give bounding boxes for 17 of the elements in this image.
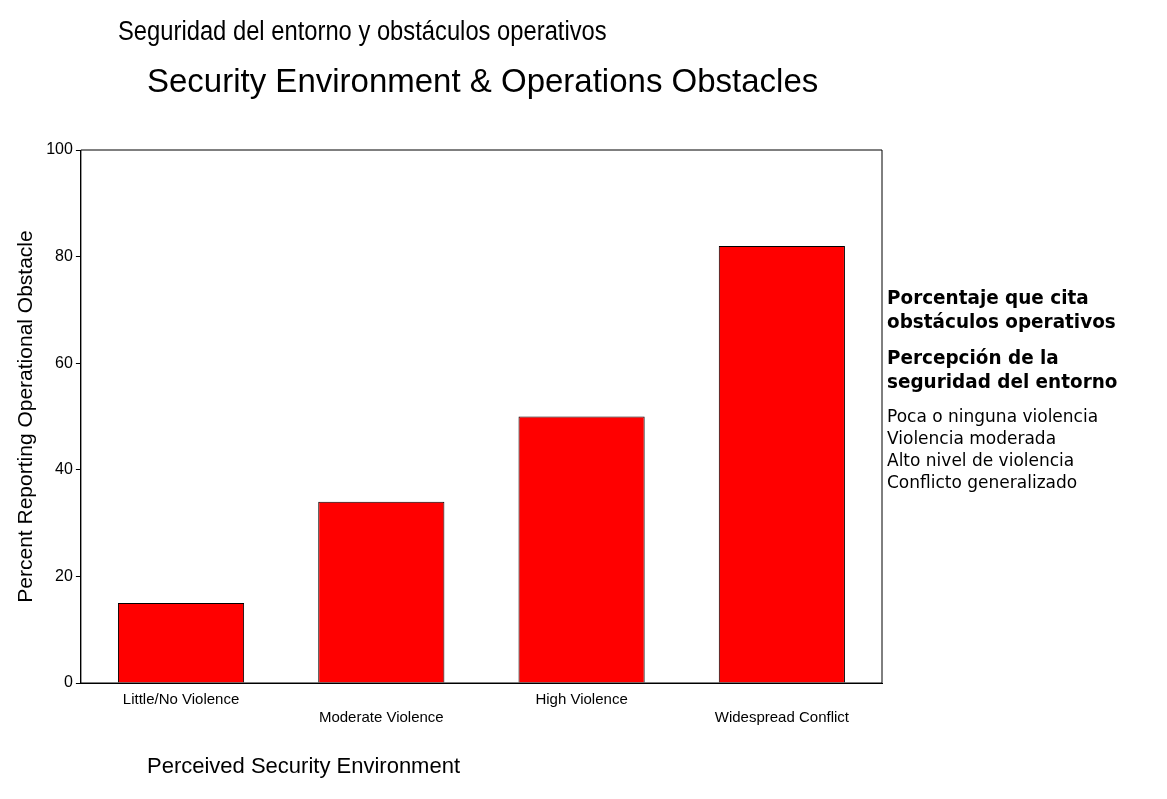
x-tick-label: Widespread Conflict: [714, 708, 850, 726]
y-axis-title: Percent Reporting Operational Obstacle: [13, 230, 37, 603]
y-tick-label: 80: [55, 247, 73, 265]
text: Percepción de la seguridad del entorno: [887, 345, 1119, 393]
x-tick-label: Little/No Violence: [122, 690, 240, 708]
x-tick-label: Moderate Violence: [318, 708, 444, 726]
text: Poca o ninguna violencia Violencia moderada Alto nivel de violencia Conflicto generalizado: [887, 405, 1100, 494]
y-tick-label: 40: [55, 460, 73, 478]
y-tick-label: 0: [63, 673, 73, 691]
x-axis-title: Perceived Security Environment: [147, 753, 461, 779]
x-tick-label: High Violence: [535, 690, 628, 708]
y-tick-label: 100: [46, 140, 73, 158]
y-tick-label: 60: [55, 353, 73, 371]
chart-title: Security Environment & Operations Obstacles: [147, 62, 819, 100]
chart-subtitle: Seguridad del entorno y obstáculos operativos: [118, 16, 607, 47]
text: Porcentaje que cita obstáculos operativos: [887, 285, 1117, 333]
y-tick-label: 20: [55, 566, 73, 584]
